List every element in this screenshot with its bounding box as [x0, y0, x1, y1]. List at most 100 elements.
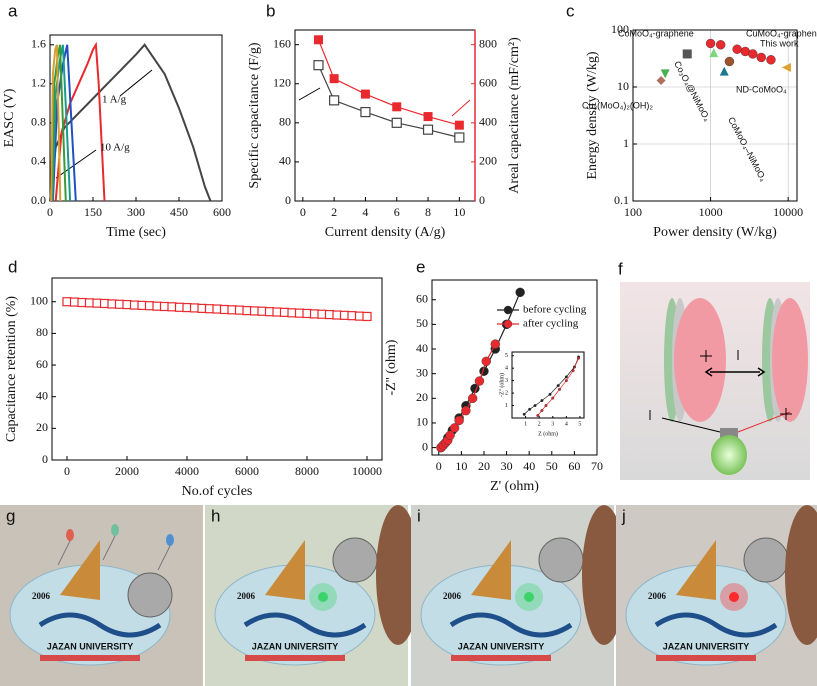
logo-stripe [451, 655, 551, 661]
panel-label: h [211, 506, 220, 525]
point [362, 311, 372, 322]
logo-calligraphy [38, 612, 162, 638]
y-axis-label: Specific capacitance (F/g) [247, 42, 262, 188]
point [709, 48, 719, 58]
coin-cell [332, 537, 378, 583]
led [166, 534, 174, 546]
point [174, 302, 185, 312]
series-line [50, 44, 67, 202]
wire [737, 411, 791, 433]
point [766, 55, 776, 65]
x-tick-label: 10000 [773, 205, 803, 219]
x-axis-label: Z (ohm) [538, 430, 558, 437]
led [66, 529, 74, 541]
point [294, 308, 305, 318]
panel-label: f [618, 259, 623, 278]
chart: 0 2 4 6 8 10 0 40 80 120 160 0 200 400 600 800 Current d… [247, 29, 522, 240]
point [122, 299, 132, 310]
x-tick-label: 10 [453, 205, 465, 219]
bulb-base [720, 428, 738, 438]
point [309, 309, 320, 319]
x-tick-label: 4 [362, 205, 368, 219]
x-tick-label: 30 [501, 459, 513, 473]
point [227, 305, 237, 315]
legend-label: before cycling [523, 304, 587, 316]
axis-arrow [298, 87, 321, 101]
plot-frame [431, 279, 598, 456]
chart: 100 1000 10000 0.1 1 10 100 Power density (W/kg… [585, 22, 803, 240]
x-tick-label: 6 [394, 205, 400, 219]
x-tick-label: 10000 [352, 464, 382, 478]
x-tick-label: 0 [64, 464, 70, 478]
x-tick-label: 8000 [295, 464, 319, 478]
x-axis-label: Power density (W/kg) [653, 225, 777, 240]
point [107, 299, 117, 309]
point [556, 384, 560, 388]
y-tick-label: 120 [273, 75, 291, 89]
plot-frame [632, 29, 798, 202]
panel-label: a [8, 1, 18, 20]
x-tick-label: 6000 [235, 464, 259, 478]
y-tick-label: 0 [42, 452, 48, 466]
photo: 2006 JAZAN UNIVERSITY h [205, 505, 420, 686]
point [515, 287, 525, 298]
series-line [50, 44, 62, 202]
y-tick-label: 4 [505, 366, 508, 372]
point [264, 307, 275, 317]
point [257, 306, 267, 316]
point [490, 339, 500, 349]
point [317, 309, 327, 319]
y-tick-label: 2 [505, 390, 508, 396]
point [391, 117, 402, 128]
logo-year: 2006 [443, 591, 462, 601]
plot-frame [51, 277, 383, 461]
annotation: 10 A/g [100, 142, 130, 154]
x-tick-label: 0 [47, 205, 53, 219]
point [724, 56, 735, 67]
y-tick-label: 1 [623, 136, 629, 150]
annotation-arrow [55, 149, 97, 179]
photo: 2006 JAZAN UNIVERSITY g [0, 505, 203, 686]
y-tick-label: 0 [285, 193, 291, 207]
legend-marker [503, 305, 513, 315]
point [159, 301, 170, 312]
panel-label: g [6, 506, 15, 525]
point [287, 308, 297, 318]
x-tick-label: 5 [578, 421, 581, 427]
x-tick-label: 100 [624, 205, 642, 219]
y-tick-label: 60 [416, 291, 428, 305]
y2-tick-label: 200 [479, 154, 497, 168]
point [781, 62, 791, 72]
point [715, 40, 726, 50]
point [167, 302, 177, 312]
y2-tick-label: 0 [479, 193, 485, 207]
inset-background [512, 352, 584, 418]
point [540, 399, 544, 403]
point [467, 393, 478, 404]
coin-cell [127, 572, 173, 618]
panel-label: e [416, 257, 425, 276]
plot-frame [294, 29, 476, 202]
point [392, 102, 402, 112]
y-tick-label: 60 [36, 357, 48, 371]
logo-stripe [245, 655, 345, 661]
point [548, 392, 552, 396]
logo-name: JAZAN UNIVERSITY [47, 641, 134, 651]
x-tick-label: 70 [591, 459, 603, 473]
y-axis-label: -Z'' (ohm) [498, 373, 505, 397]
point [302, 308, 312, 319]
logo-stripe [656, 655, 756, 661]
logo-name: JAZAN UNIVERSITY [663, 641, 750, 651]
plot-frame [511, 351, 585, 419]
point [242, 306, 252, 316]
point [329, 74, 339, 84]
point [748, 49, 758, 59]
point [544, 404, 548, 408]
finger [582, 505, 626, 645]
point [454, 132, 465, 143]
point [705, 38, 716, 49]
panel-label: i [417, 506, 421, 525]
series-line [51, 44, 72, 202]
y-tick-label: 0 [422, 439, 428, 453]
